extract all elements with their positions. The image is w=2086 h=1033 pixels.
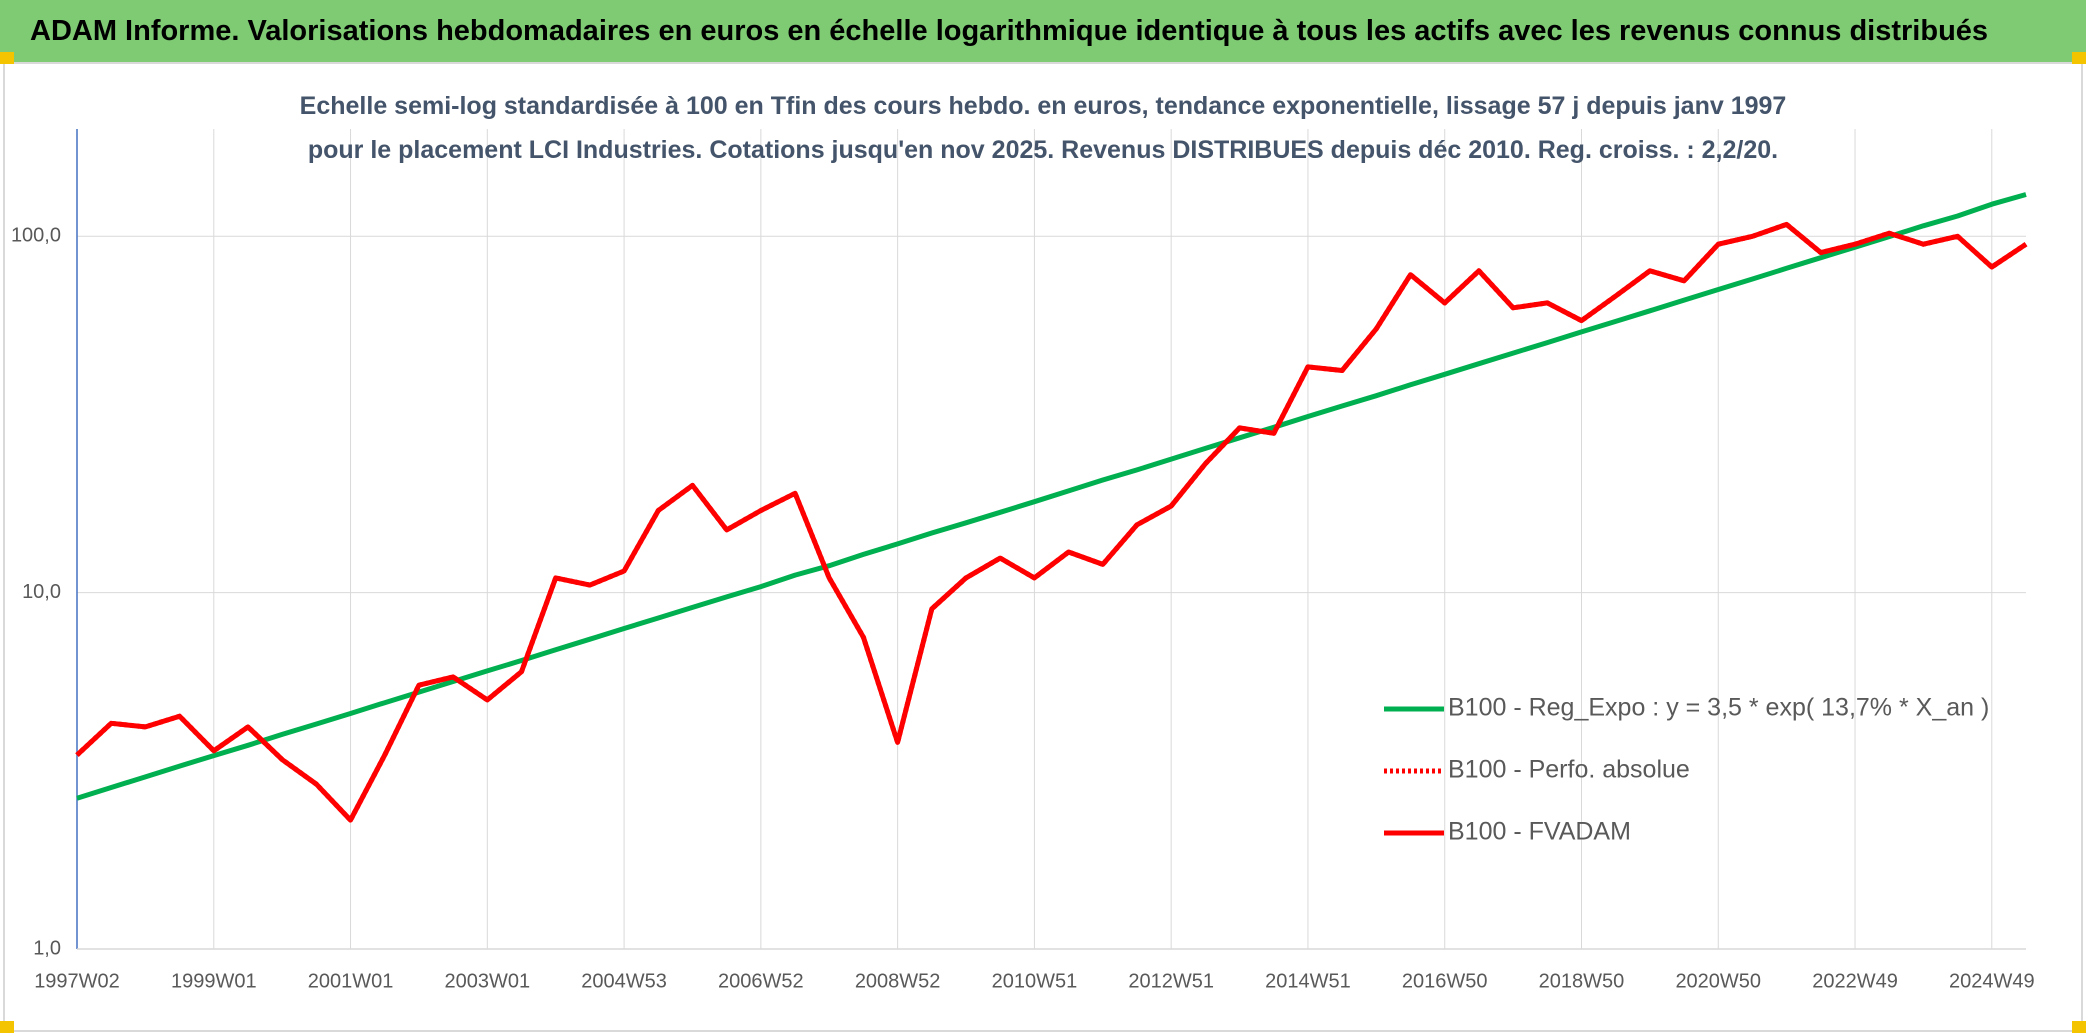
x-tick-label: 2006W52 — [718, 970, 804, 992]
legend-label: B100 - Reg_Expo : y = 3,5 * exp( 13,7% *… — [1448, 694, 1989, 722]
corner — [2072, 1021, 2086, 1033]
x-tick-label: 2020W50 — [1675, 970, 1761, 992]
corner — [2072, 52, 2086, 64]
x-tick-label: 2008W52 — [855, 970, 941, 992]
x-tick-label: 2004W53 — [581, 970, 667, 992]
x-tick-label: 2016W50 — [1402, 970, 1488, 992]
frame — [3, 62, 2083, 1032]
x-tick-label: 2018W50 — [1539, 970, 1625, 992]
x-tick-label: 2010W51 — [992, 970, 1078, 992]
corner — [0, 52, 14, 64]
x-tick-label: 2003W01 — [445, 970, 531, 992]
x-tick-label: 2001W01 — [308, 970, 394, 992]
x-tick-label: 2014W51 — [1265, 970, 1351, 992]
series-line — [75, 221, 2028, 823]
y-tick-label: 10,0 — [22, 581, 61, 603]
x-tick-label: 1997W02 — [34, 970, 120, 992]
chart-subtitle: Echelle semi-log standardisée à 100 en T… — [299, 92, 1787, 164]
legend-label: B100 - FVADAM — [1448, 818, 1631, 846]
corner — [0, 1021, 14, 1033]
header-title: ADAM Informe. Valorisations hebdomadaire… — [0, 0, 2086, 62]
y-tick-label: 1,0 — [33, 937, 61, 959]
series-line — [75, 221, 2028, 823]
x-tick-label: 2024W49 — [1949, 970, 2035, 992]
x-tick-label: 2022W49 — [1812, 970, 1898, 992]
x-tick-label: 2012W51 — [1128, 970, 1214, 992]
legend-label: B100 - Perfo. absolue — [1448, 756, 1690, 784]
y-tick-label: 100,0 — [11, 225, 61, 247]
series-line — [76, 192, 2027, 801]
x-tick-label: 1999W01 — [171, 970, 257, 992]
